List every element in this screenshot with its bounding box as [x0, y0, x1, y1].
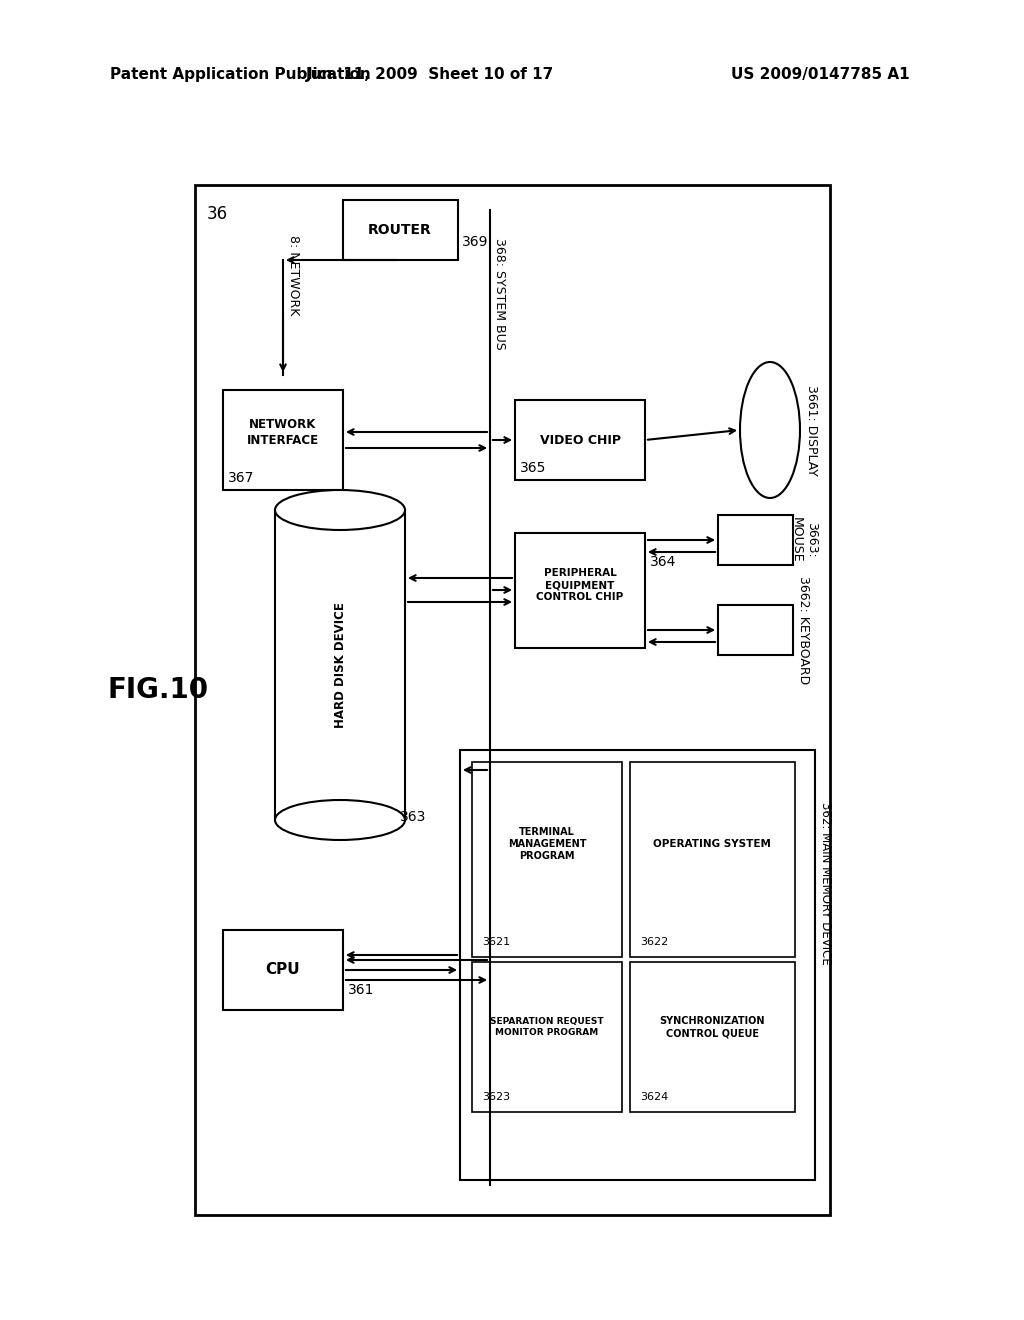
Text: 3624: 3624 [640, 1092, 669, 1102]
Bar [630, 962, 795, 1111]
Bar [223, 389, 343, 490]
Text: NETWORK
INTERFACE: NETWORK INTERFACE [247, 417, 319, 446]
Ellipse shape [275, 800, 406, 840]
Ellipse shape [740, 362, 800, 498]
Text: 3623: 3623 [482, 1092, 510, 1102]
Bar [472, 962, 622, 1111]
Text: 364: 364 [650, 554, 677, 569]
Bar [460, 750, 815, 1180]
Text: 361: 361 [348, 983, 375, 997]
Text: 368: SYSTEM BUS: 368: SYSTEM BUS [494, 238, 507, 350]
Text: 363: 363 [400, 810, 426, 824]
Text: Patent Application Publication: Patent Application Publication [110, 67, 371, 82]
Bar [630, 762, 795, 957]
Bar [275, 510, 406, 820]
Text: OPERATING SYSTEM: OPERATING SYSTEM [653, 840, 771, 849]
Text: SEPARATION REQUEST
MONITOR PROGRAM: SEPARATION REQUEST MONITOR PROGRAM [490, 1016, 604, 1038]
Text: 365: 365 [520, 461, 547, 475]
Bar [718, 605, 793, 655]
Text: ROUTER: ROUTER [368, 223, 432, 238]
Bar [472, 762, 622, 957]
Ellipse shape [275, 490, 406, 531]
Text: 367: 367 [228, 471, 254, 484]
Text: VIDEO CHIP: VIDEO CHIP [540, 433, 621, 446]
Text: 3663:
MOUSE: 3663: MOUSE [790, 517, 818, 562]
Text: FIG.10: FIG.10 [108, 676, 209, 704]
Text: CPU: CPU [265, 962, 300, 978]
Text: 3662: KEYBOARD: 3662: KEYBOARD [798, 576, 811, 684]
Bar [343, 201, 458, 260]
Text: PERIPHERAL
EQUIPMENT
CONTROL CHIP: PERIPHERAL EQUIPMENT CONTROL CHIP [537, 568, 624, 602]
Text: 362: MAIN MEMORY DEVICE: 362: MAIN MEMORY DEVICE [818, 803, 831, 965]
Text: 8: NETWORK: 8: NETWORK [287, 235, 299, 315]
Text: 36: 36 [207, 205, 228, 223]
Bar [718, 515, 793, 565]
Bar [223, 931, 343, 1010]
Text: 3661: DISPLAY: 3661: DISPLAY [806, 384, 818, 475]
Text: 3622: 3622 [640, 937, 669, 946]
Text: HARD DISK DEVICE: HARD DISK DEVICE [334, 602, 346, 727]
Bar [195, 185, 830, 1214]
Text: US 2009/0147785 A1: US 2009/0147785 A1 [731, 67, 909, 82]
Text: SYNCHRONIZATION
CONTROL QUEUE: SYNCHRONIZATION CONTROL QUEUE [659, 1016, 765, 1039]
Text: Jun. 11, 2009  Sheet 10 of 17: Jun. 11, 2009 Sheet 10 of 17 [306, 67, 554, 82]
Bar [515, 400, 645, 480]
Text: 369: 369 [462, 235, 488, 249]
Bar [515, 533, 645, 648]
Text: 3621: 3621 [482, 937, 510, 946]
Text: TERMINAL
MANAGEMENT
PROGRAM: TERMINAL MANAGEMENT PROGRAM [508, 826, 587, 862]
